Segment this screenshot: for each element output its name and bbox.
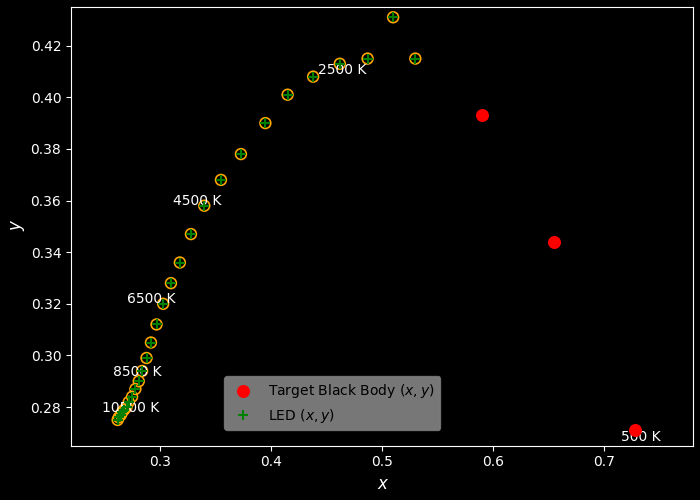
LED $(x, y)$ bbox=[411, 56, 419, 62]
Text: 4500 K: 4500 K bbox=[173, 194, 221, 208]
Point bbox=[151, 320, 162, 328]
Point bbox=[307, 72, 318, 80]
Point bbox=[235, 150, 246, 158]
LED $(x, y)$ bbox=[125, 399, 133, 405]
LED $(x, y)$ bbox=[217, 177, 225, 183]
Point bbox=[116, 408, 127, 416]
LED $(x, y)$ bbox=[309, 74, 317, 80]
Point bbox=[410, 54, 421, 62]
LED $(x, y)$ bbox=[153, 322, 161, 328]
LED $(x, y)$ bbox=[118, 409, 126, 415]
Text: 8500 K: 8500 K bbox=[113, 364, 162, 378]
Point bbox=[158, 300, 169, 308]
LED $(x, y)$ bbox=[261, 120, 270, 126]
Text: 2500 K: 2500 K bbox=[318, 62, 366, 76]
Point bbox=[112, 416, 123, 424]
Text: 500 K: 500 K bbox=[621, 430, 661, 444]
LED $(x, y)$ bbox=[187, 231, 195, 237]
Point bbox=[186, 230, 197, 238]
Point bbox=[362, 54, 373, 62]
Text: 6500 K: 6500 K bbox=[127, 292, 175, 306]
Y-axis label: y: y bbox=[7, 222, 25, 232]
Point bbox=[123, 398, 134, 406]
LED $(x, y)$ bbox=[335, 60, 344, 66]
LED $(x, y)$ bbox=[122, 404, 131, 410]
LED $(x, y)$ bbox=[117, 412, 125, 418]
LED $(x, y)$ bbox=[363, 56, 372, 62]
Point bbox=[121, 403, 132, 411]
Point bbox=[119, 406, 130, 413]
Target Black Body $(x, y)$ bbox=[630, 426, 641, 434]
Point bbox=[165, 279, 176, 287]
Point bbox=[136, 367, 148, 375]
LED $(x, y)$ bbox=[113, 417, 122, 423]
LED $(x, y)$ bbox=[200, 202, 209, 208]
LED $(x, y)$ bbox=[142, 355, 150, 361]
X-axis label: x: x bbox=[377, 475, 387, 493]
LED $(x, y)$ bbox=[147, 340, 155, 345]
LED $(x, y)$ bbox=[138, 368, 146, 374]
Point bbox=[141, 354, 152, 362]
Line: LED $(x, y)$: LED $(x, y)$ bbox=[113, 12, 420, 425]
Target Black Body $(x, y)$ bbox=[477, 112, 488, 120]
LED $(x, y)$ bbox=[284, 92, 292, 98]
Point bbox=[130, 385, 141, 393]
Text: 10500 K: 10500 K bbox=[102, 401, 160, 415]
Point bbox=[174, 258, 186, 266]
LED $(x, y)$ bbox=[131, 386, 139, 392]
Point bbox=[388, 14, 399, 22]
LED $(x, y)$ bbox=[237, 151, 245, 157]
Point bbox=[127, 392, 138, 400]
Target Black Body $(x, y)$ bbox=[549, 238, 560, 246]
Point bbox=[282, 90, 293, 98]
Legend: Target Black Body $(x, y)$, LED $(x, y)$: Target Black Body $(x, y)$, LED $(x, y)$ bbox=[224, 376, 440, 430]
Point bbox=[113, 414, 125, 422]
LED $(x, y)$ bbox=[128, 394, 136, 400]
Point bbox=[146, 338, 157, 346]
LED $(x, y)$ bbox=[115, 414, 123, 420]
Point bbox=[133, 377, 144, 385]
Point bbox=[199, 202, 210, 209]
LED $(x, y)$ bbox=[176, 260, 184, 266]
Point bbox=[116, 411, 127, 419]
LED $(x, y)$ bbox=[134, 378, 143, 384]
LED $(x, y)$ bbox=[389, 14, 398, 20]
Point bbox=[216, 176, 227, 184]
LED $(x, y)$ bbox=[167, 280, 175, 286]
LED $(x, y)$ bbox=[159, 301, 167, 307]
LED $(x, y)$ bbox=[120, 406, 129, 412]
Point bbox=[334, 60, 345, 68]
Point bbox=[260, 119, 271, 127]
